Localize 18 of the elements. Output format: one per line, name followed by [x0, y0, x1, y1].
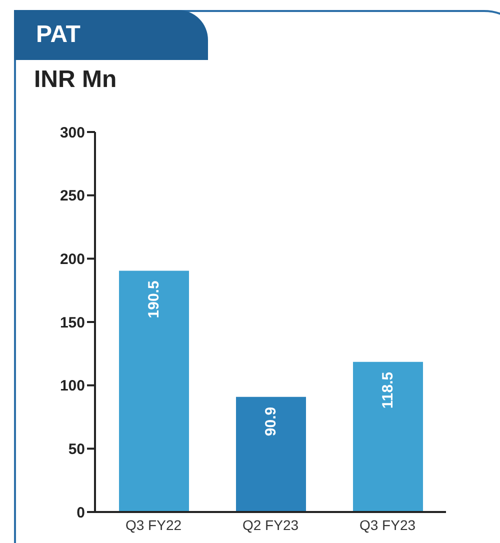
data-label: 190.5 [146, 280, 162, 318]
y-tick-label: 100 [60, 378, 85, 395]
chart-subtitle: INR Mn [34, 66, 117, 94]
y-tick-label: 0 [76, 504, 85, 522]
chart-title: PAT [14, 10, 208, 60]
x-tick-label: Q2 FY23 [242, 516, 299, 533]
x-tick-label: Q3 FY23 [359, 516, 416, 533]
y-tick-label: 200 [60, 250, 85, 268]
data-label: 90.9 [262, 406, 280, 436]
bar [236, 396, 306, 512]
x-tick-label: Q3 FY22 [125, 516, 182, 533]
y-tick-label: 300 [60, 124, 85, 142]
bar [353, 362, 423, 512]
y-tick-label: 250 [60, 188, 85, 205]
y-tick-label: 50 [68, 440, 85, 458]
y-tick-label: 150 [60, 314, 85, 332]
data-label: 118.5 [380, 372, 396, 409]
bar [119, 270, 189, 512]
